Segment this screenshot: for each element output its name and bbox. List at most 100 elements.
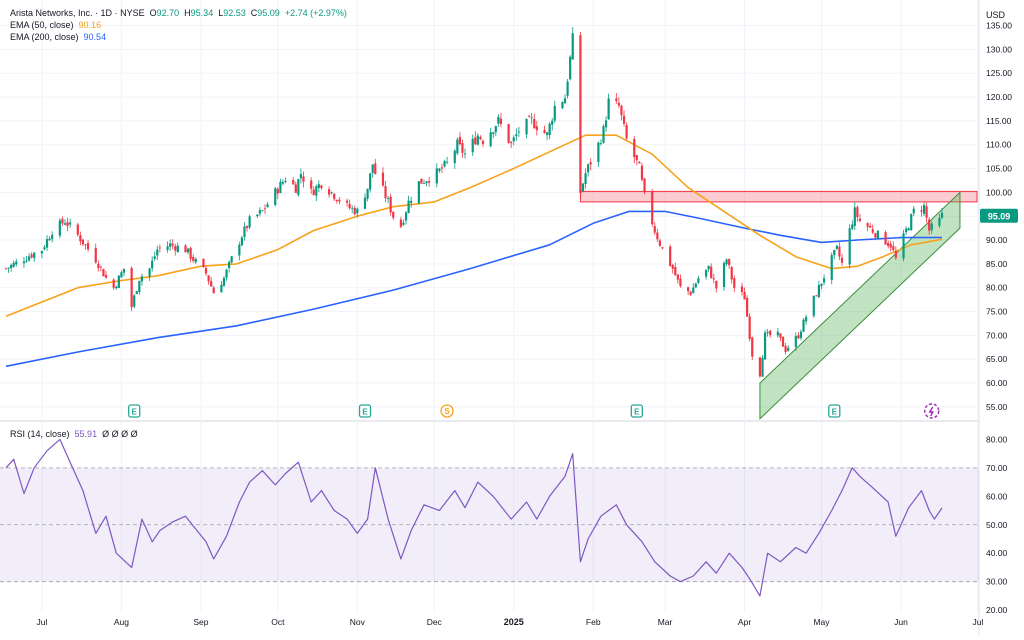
candle[interactable] xyxy=(697,275,700,284)
candle[interactable] xyxy=(115,285,118,290)
candle[interactable] xyxy=(420,178,423,184)
candle[interactable] xyxy=(243,222,246,241)
candle[interactable] xyxy=(766,328,769,337)
candle[interactable] xyxy=(245,225,249,232)
candle[interactable] xyxy=(802,318,805,333)
candle[interactable] xyxy=(853,202,856,231)
candle[interactable] xyxy=(781,336,785,347)
candle[interactable] xyxy=(189,246,192,263)
candle[interactable] xyxy=(281,179,285,186)
candle[interactable] xyxy=(925,202,928,223)
candle[interactable] xyxy=(276,187,279,200)
candle[interactable] xyxy=(43,244,46,251)
candle[interactable] xyxy=(797,332,800,340)
candle[interactable] xyxy=(292,177,295,185)
ema200-line[interactable] xyxy=(5,210,943,368)
candle[interactable] xyxy=(384,180,387,203)
earnings-icon[interactable] xyxy=(358,404,372,418)
candle[interactable] xyxy=(133,294,136,309)
candle[interactable] xyxy=(266,201,269,208)
candle[interactable] xyxy=(10,263,13,272)
candle[interactable] xyxy=(625,122,628,140)
symbol-name[interactable]: Arista Networks, Inc. xyxy=(10,8,93,18)
candle[interactable] xyxy=(25,255,28,263)
candle[interactable] xyxy=(725,258,728,267)
candle[interactable] xyxy=(140,273,144,286)
candle[interactable] xyxy=(174,243,177,256)
candle[interactable] xyxy=(835,245,838,251)
candle[interactable] xyxy=(830,252,833,285)
candle[interactable] xyxy=(740,282,744,296)
candle[interactable] xyxy=(97,260,100,272)
candle[interactable] xyxy=(333,192,336,201)
candle[interactable] xyxy=(602,124,605,144)
earnings-icon[interactable] xyxy=(128,404,141,418)
candle[interactable] xyxy=(525,118,528,139)
candle[interactable] xyxy=(312,186,315,196)
candle[interactable] xyxy=(812,295,815,318)
candle[interactable] xyxy=(261,209,264,212)
candle[interactable] xyxy=(63,219,67,226)
candle[interactable] xyxy=(7,267,10,273)
candle[interactable] xyxy=(120,270,123,278)
candle[interactable] xyxy=(840,253,844,266)
candle[interactable] xyxy=(887,240,890,249)
candle[interactable] xyxy=(643,177,646,195)
candle[interactable] xyxy=(489,127,492,148)
candle[interactable] xyxy=(833,249,836,260)
candle[interactable] xyxy=(369,173,372,193)
candle[interactable] xyxy=(728,258,731,269)
candle[interactable] xyxy=(635,154,638,166)
candle[interactable] xyxy=(279,178,282,194)
candle[interactable] xyxy=(135,290,138,295)
candle[interactable] xyxy=(456,137,459,156)
candle[interactable] xyxy=(45,235,49,252)
candle[interactable] xyxy=(599,139,603,146)
candle[interactable] xyxy=(653,222,656,236)
candle[interactable] xyxy=(27,253,31,262)
candle[interactable] xyxy=(910,213,913,232)
candle[interactable] xyxy=(156,245,159,261)
candle[interactable] xyxy=(476,133,479,146)
candle[interactable] xyxy=(104,271,108,279)
candle[interactable] xyxy=(776,327,779,338)
candle[interactable] xyxy=(356,207,359,218)
candle[interactable] xyxy=(86,240,90,252)
candle[interactable] xyxy=(507,123,510,144)
candle[interactable] xyxy=(815,294,818,297)
candle[interactable] xyxy=(33,251,36,262)
candle[interactable] xyxy=(366,188,369,202)
candle[interactable] xyxy=(787,344,790,352)
candle[interactable] xyxy=(710,263,713,279)
candle[interactable] xyxy=(202,258,205,268)
candle[interactable] xyxy=(687,286,690,296)
candle[interactable] xyxy=(938,213,941,228)
candle[interactable] xyxy=(517,126,520,137)
candle[interactable] xyxy=(117,274,120,289)
candle[interactable] xyxy=(445,156,449,165)
candle[interactable] xyxy=(263,204,267,214)
candle[interactable] xyxy=(894,246,897,261)
candle[interactable] xyxy=(122,268,126,277)
candle[interactable] xyxy=(769,329,772,338)
candle[interactable] xyxy=(589,158,592,171)
candle[interactable] xyxy=(184,243,187,253)
candle[interactable] xyxy=(530,113,533,125)
candle[interactable] xyxy=(874,232,877,241)
candle[interactable] xyxy=(707,265,710,273)
candle[interactable] xyxy=(871,224,874,235)
candle[interactable] xyxy=(940,207,944,220)
candle[interactable] xyxy=(302,171,305,188)
candle[interactable] xyxy=(474,131,477,146)
candle[interactable] xyxy=(902,229,905,262)
candle[interactable] xyxy=(79,231,82,246)
candle[interactable] xyxy=(607,93,610,121)
candle[interactable] xyxy=(158,244,161,253)
currency-label[interactable]: USD xyxy=(985,10,1005,20)
candle[interactable] xyxy=(204,266,208,276)
candle[interactable] xyxy=(212,285,215,294)
candle[interactable] xyxy=(153,251,156,261)
candle[interactable] xyxy=(553,100,556,124)
candle[interactable] xyxy=(330,191,333,195)
dividend-icon[interactable] xyxy=(924,403,940,419)
